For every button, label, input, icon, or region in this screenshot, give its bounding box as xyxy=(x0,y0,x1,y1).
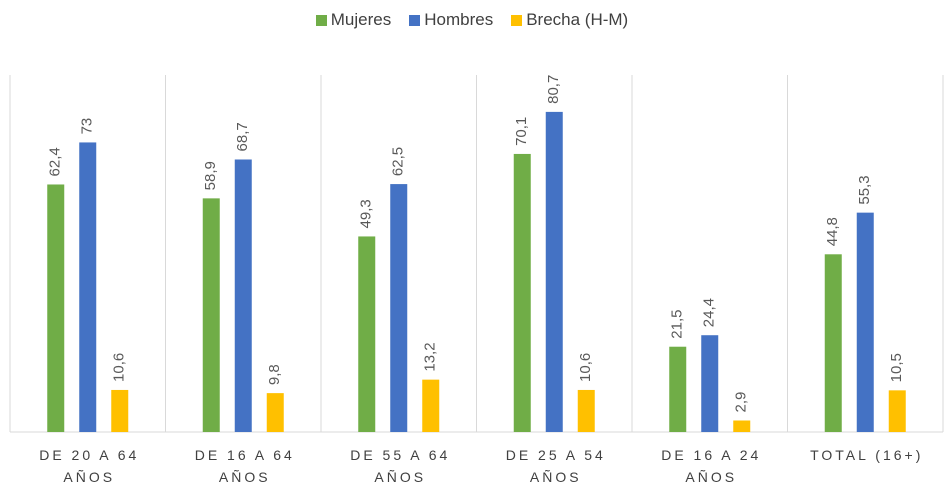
value-label: 80,7 xyxy=(545,75,562,104)
legend-item: Hombres xyxy=(409,10,493,30)
bar xyxy=(824,254,842,432)
legend-swatch xyxy=(511,14,523,26)
x-tick-label: DE 20 A 64 AÑOS xyxy=(39,447,140,485)
value-label: 55,3 xyxy=(856,175,873,204)
bar xyxy=(701,335,719,432)
value-label: 49,3 xyxy=(358,199,375,228)
legend: Mujeres Hombres Brecha (H-M) xyxy=(0,10,944,30)
x-tick-label: DE 55 A 64 AÑOS xyxy=(350,447,451,485)
bar xyxy=(856,212,874,432)
bar xyxy=(234,159,252,433)
bar xyxy=(669,346,687,432)
x-tick-label: TOTAL (16+) xyxy=(810,447,924,463)
value-label: 13,2 xyxy=(422,342,439,371)
bar xyxy=(888,390,906,432)
bar xyxy=(390,184,408,432)
bar xyxy=(266,393,284,432)
legend-item: Brecha (H-M) xyxy=(511,10,628,30)
value-label: 70,1 xyxy=(513,117,530,146)
value-label: 62,5 xyxy=(390,147,407,176)
value-label: 9,8 xyxy=(266,364,283,385)
value-label: 68,7 xyxy=(234,122,251,151)
x-tick-label: DE 16 A 24 AÑOS xyxy=(661,447,762,485)
bar xyxy=(545,111,563,432)
value-label: 73 xyxy=(79,118,96,135)
bar xyxy=(202,198,220,432)
value-label: 21,5 xyxy=(669,310,686,339)
x-tick-label: DE 16 A 64 AÑOS xyxy=(194,447,295,485)
legend-label: Mujeres xyxy=(330,10,392,29)
legend-item: Mujeres xyxy=(315,10,392,30)
value-label: 44,8 xyxy=(824,217,841,246)
legend-label: Hombres xyxy=(424,10,494,29)
bar xyxy=(513,153,531,433)
value-label: 58,9 xyxy=(202,161,219,190)
bar xyxy=(422,379,440,432)
value-label: 10,6 xyxy=(111,353,128,382)
bar xyxy=(47,184,65,432)
bar xyxy=(358,236,376,432)
legend-label: Brecha (H-M) xyxy=(526,10,629,29)
value-label: 10,5 xyxy=(888,353,905,382)
bar xyxy=(577,389,595,432)
bar xyxy=(79,142,97,432)
x-tick-label: DE 25 A 54 AÑOS xyxy=(505,447,606,485)
legend-swatch xyxy=(315,14,327,26)
legend-swatch xyxy=(409,14,421,26)
bar xyxy=(111,389,129,432)
value-label: 24,4 xyxy=(701,298,718,327)
value-label: 62,4 xyxy=(47,147,64,176)
bar xyxy=(733,420,751,432)
value-label: 10,6 xyxy=(577,353,594,382)
value-label: 2,9 xyxy=(733,392,750,413)
